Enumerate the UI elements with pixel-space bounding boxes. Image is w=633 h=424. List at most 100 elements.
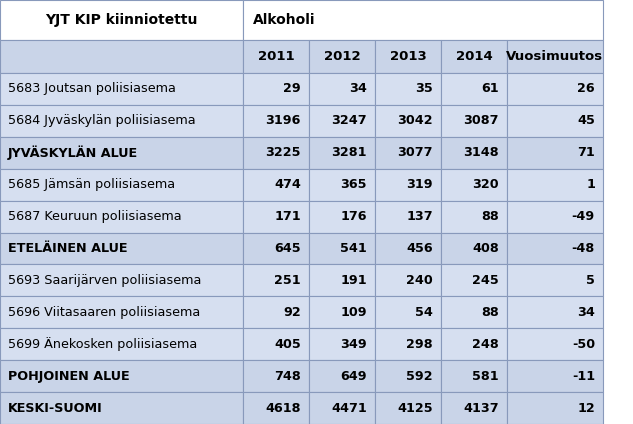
Text: 2013: 2013 [390,50,427,63]
Bar [375,201,441,232]
Bar [0,0,243,40]
Text: 109: 109 [341,306,367,319]
Bar [309,360,375,392]
Text: 4471: 4471 [331,402,367,415]
Text: -11: -11 [572,370,595,382]
Bar [0,328,243,360]
Bar [441,137,507,169]
Bar [243,296,309,328]
Text: 45: 45 [577,114,595,127]
Bar [0,201,243,232]
Text: 3077: 3077 [398,146,433,159]
Bar [243,201,309,232]
Bar [309,265,375,296]
Bar [309,40,375,73]
Bar [441,265,507,296]
Text: 176: 176 [341,210,367,223]
Text: 748: 748 [274,370,301,382]
Bar [507,40,603,73]
Text: JYVÄSKYLÄN ALUE: JYVÄSKYLÄN ALUE [8,145,138,160]
Text: 3225: 3225 [265,146,301,159]
Bar [441,232,507,265]
Bar [309,328,375,360]
Text: 2014: 2014 [456,50,492,63]
Text: 320: 320 [472,178,499,191]
Text: 61: 61 [481,82,499,95]
Bar [507,296,603,328]
Text: -49: -49 [572,210,595,223]
Bar [309,392,375,424]
Text: 12: 12 [577,402,595,415]
Bar [243,40,309,73]
Text: 29: 29 [283,82,301,95]
Text: 3196: 3196 [266,114,301,127]
Text: 581: 581 [472,370,499,382]
Bar [243,137,309,169]
Bar [0,169,243,201]
Bar [243,73,309,105]
Bar [507,392,603,424]
Text: ETELÄINEN ALUE: ETELÄINEN ALUE [8,242,127,255]
Text: 365: 365 [341,178,367,191]
Bar [0,105,243,137]
Text: 5684 Jyväskylän poliisiasema: 5684 Jyväskylän poliisiasema [8,114,196,127]
Bar [441,392,507,424]
Bar [0,73,243,105]
Bar [309,137,375,169]
Bar [243,105,309,137]
Text: POHJOINEN ALUE: POHJOINEN ALUE [8,370,130,382]
Bar [507,201,603,232]
Text: 4125: 4125 [398,402,433,415]
Bar [375,73,441,105]
Text: 3087: 3087 [463,114,499,127]
Text: 1: 1 [586,178,595,191]
Bar [0,296,243,328]
Bar [243,360,309,392]
Bar [243,232,309,265]
Text: 88: 88 [481,210,499,223]
Bar [507,232,603,265]
Text: 2011: 2011 [258,50,294,63]
Bar [441,201,507,232]
Bar [0,392,243,424]
Text: 92: 92 [283,306,301,319]
Text: 456: 456 [406,242,433,255]
Bar [375,40,441,73]
Bar [0,360,243,392]
Text: 3281: 3281 [332,146,367,159]
Bar [0,137,243,169]
Text: 645: 645 [274,242,301,255]
Text: 35: 35 [415,82,433,95]
Text: 54: 54 [415,306,433,319]
Text: 3042: 3042 [398,114,433,127]
Text: 405: 405 [274,338,301,351]
Text: 592: 592 [406,370,433,382]
Bar [507,265,603,296]
Bar [507,360,603,392]
Bar [441,40,507,73]
Text: -50: -50 [572,338,595,351]
Text: 5699 Änekosken poliisiasema: 5699 Änekosken poliisiasema [8,337,197,351]
Text: 171: 171 [274,210,301,223]
Text: 298: 298 [406,338,433,351]
Text: 408: 408 [472,242,499,255]
Bar [375,105,441,137]
Text: 541: 541 [341,242,367,255]
Bar [309,201,375,232]
Text: 34: 34 [577,306,595,319]
Bar [375,392,441,424]
Text: 240: 240 [406,274,433,287]
Bar [441,105,507,137]
Text: 71: 71 [577,146,595,159]
Text: 245: 245 [472,274,499,287]
Text: Vuosimuutos: Vuosimuutos [506,50,603,63]
Text: 34: 34 [349,82,367,95]
Text: 5696 Viitasaaren poliisiasema: 5696 Viitasaaren poliisiasema [8,306,200,319]
Text: 4137: 4137 [463,402,499,415]
Bar [375,265,441,296]
Bar [309,232,375,265]
Text: 5693 Saarijärven poliisiasema: 5693 Saarijärven poliisiasema [8,274,201,287]
Bar [243,169,309,201]
Text: 248: 248 [472,338,499,351]
Bar [375,137,441,169]
